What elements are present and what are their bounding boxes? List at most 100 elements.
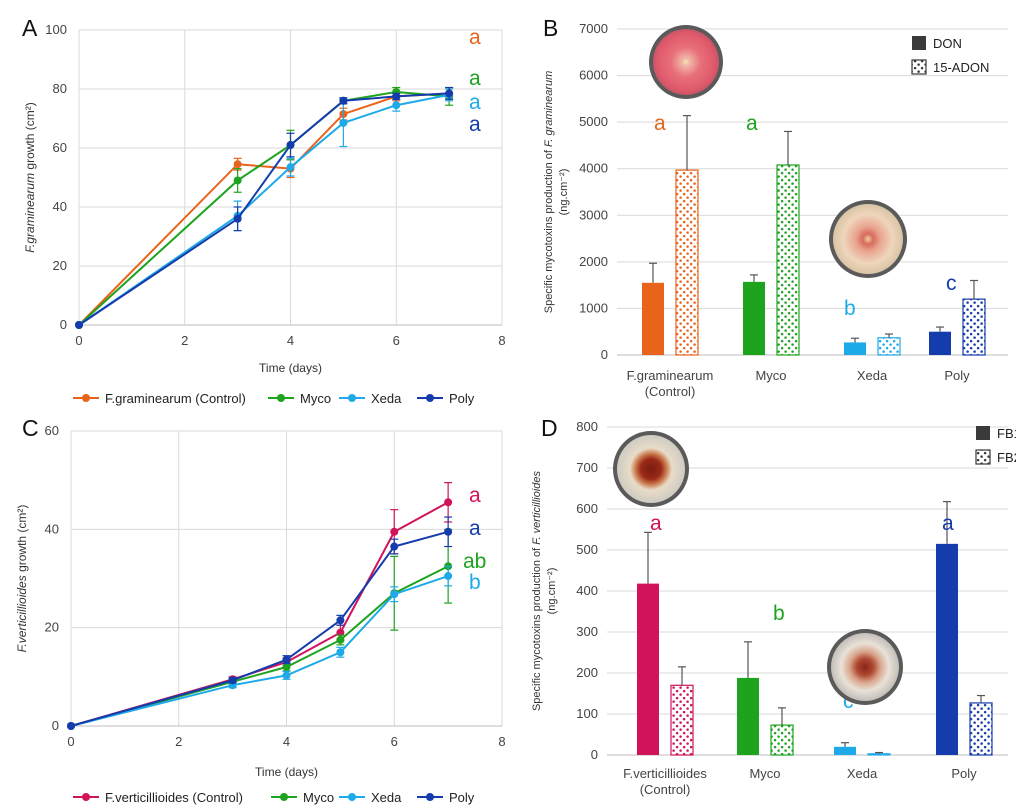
panel-d: D 0 100 200 300 400 500 600 700 800 Specific mycot… [531, 415, 1016, 797]
significance-letter: a [469, 91, 481, 114]
category-label: Myco [749, 766, 780, 781]
legend-label: F.verticillioides (Control) [105, 790, 243, 805]
significance-letter: a [469, 26, 481, 49]
data-point [444, 572, 453, 581]
category-label: F.verticillioides (Control) [623, 766, 707, 797]
legend-label: FB1 [997, 426, 1016, 441]
y-axis-title: Specific mycotoxins production of F. ver… [531, 470, 543, 711]
x-tick-label: 2 [181, 333, 188, 348]
legend-label: Xeda [371, 790, 402, 805]
legend-label: Myco [303, 790, 334, 805]
y-tick-label: 100 [576, 706, 598, 721]
category-label-line: F.graminearum [627, 368, 714, 383]
data-point [233, 214, 242, 223]
panel-label: C [22, 415, 39, 441]
category-group: F.graminearum (Control) [627, 115, 714, 399]
bar-fb1 [737, 677, 759, 755]
x-tick-label: 6 [391, 734, 398, 749]
x-tick-label: 2 [175, 734, 182, 749]
bar-don [844, 342, 866, 355]
series-line [78, 92, 450, 326]
y-tick-label: 1000 [579, 300, 608, 315]
data-point [390, 527, 399, 536]
series-line [70, 565, 449, 727]
bar-fb1 [936, 543, 958, 755]
category-group: Myco [743, 130, 800, 383]
petri-dish-medium [831, 633, 899, 701]
category-group: Myco [737, 641, 794, 781]
legend-swatch-dotted [911, 59, 927, 75]
category-group: Xeda [834, 742, 891, 781]
y-axis-title-species: F.verticillioides [15, 575, 29, 652]
y-axis-title-species: F.graminearum [23, 173, 37, 253]
significance-letter: a [469, 113, 481, 136]
significance-letter: c [843, 690, 854, 713]
y-tick-label: 600 [576, 501, 598, 516]
x-tick-label: 4 [287, 333, 294, 348]
category-label-line: (Control) [640, 782, 691, 797]
bar-fb1 [834, 746, 856, 755]
legend-label: Xeda [371, 391, 402, 406]
significance-letter: b [773, 602, 785, 625]
y-axis-title-unit: (ng.cm⁻²) [546, 568, 558, 615]
y-axis-title-unit: growth (cm²) [23, 102, 37, 173]
series-line [78, 92, 450, 326]
significance-letter: c [946, 272, 957, 295]
y-tick-label: 60 [45, 423, 59, 438]
y-tick-label: 800 [576, 419, 598, 434]
significance-letter: a [469, 484, 481, 507]
data-point [336, 616, 345, 625]
y-tick-label: 400 [576, 583, 598, 598]
category-label: Poly [944, 368, 970, 383]
significance-letter: a [746, 112, 758, 135]
bar-15-adon [675, 169, 699, 356]
y-tick-label: 300 [576, 624, 598, 639]
data-point [228, 676, 237, 685]
significance-letter: b [469, 571, 481, 594]
petri-dish-icon [613, 431, 689, 507]
y-axis-title-unit: growth (cm²) [15, 505, 29, 576]
data-point [67, 722, 75, 730]
category-group: Poly [936, 501, 993, 781]
legend-marker [348, 394, 356, 402]
y-tick-label: 80 [53, 81, 67, 96]
significance-letter: a [469, 67, 481, 90]
category-label-line: F.verticillioides [623, 766, 707, 781]
legend: F.verticillioides (Control) Myco Xeda Poly [73, 790, 475, 805]
x-tick-label: 8 [498, 333, 505, 348]
y-tick-label: 0 [52, 718, 59, 733]
data-point [282, 671, 291, 680]
bar-fb2 [969, 702, 993, 756]
petri-dish-medium [653, 29, 719, 95]
y-axis-title-text: Specific mycotoxins production of [531, 545, 543, 711]
series-line [78, 90, 450, 326]
bar-don [929, 331, 951, 355]
data-point [444, 498, 453, 507]
data-point [233, 160, 242, 169]
x-axis-title: Time (days) [255, 765, 318, 779]
bar-15-adon [877, 337, 901, 356]
significance-letter: ab [463, 550, 486, 573]
y-tick-label: 0 [601, 347, 608, 362]
y-tick-label: 20 [45, 620, 59, 635]
category-group: Xeda [844, 333, 901, 383]
y-axis-title-text: Specific mycotoxins production of [543, 147, 555, 313]
series-3 [75, 86, 454, 329]
legend: F.graminearum (Control) Myco Xeda Poly [73, 391, 475, 406]
significance-letter: a [942, 512, 954, 535]
bar-don [642, 282, 664, 355]
y-tick-label: 200 [576, 665, 598, 680]
legend: FB1 FB2 [975, 426, 1016, 465]
y-tick-label: 500 [576, 542, 598, 557]
data-point [390, 590, 399, 599]
y-axis-title: F.verticillioides growth (cm²) [15, 505, 29, 653]
significance-letter: a [650, 512, 662, 535]
y-tick-label: 0 [60, 317, 67, 332]
x-axis-title: Time (days) [259, 361, 322, 375]
y-tick-label: 100 [45, 22, 67, 37]
petri-dish-medium [617, 435, 685, 503]
panel-label: A [22, 15, 38, 41]
y-tick-label: 0 [591, 747, 598, 762]
data-point [392, 101, 401, 110]
